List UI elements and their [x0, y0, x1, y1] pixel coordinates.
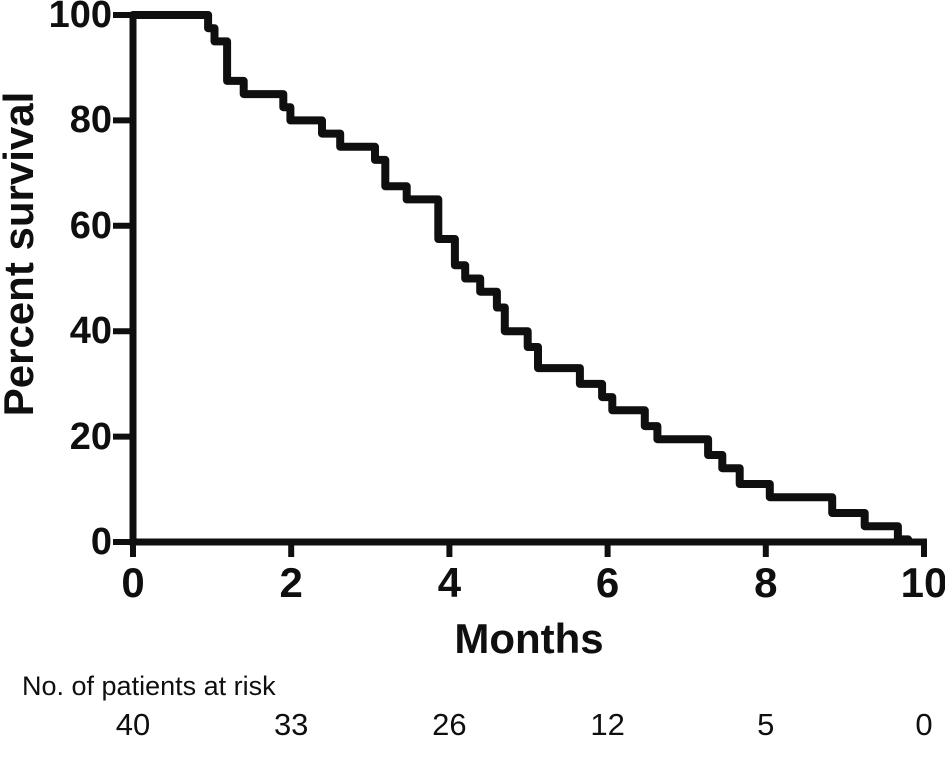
y-tick-label-40: 40 [69, 310, 112, 353]
y-tick-label-0: 0 [90, 521, 112, 563]
at-risk-table-title: No. of patients at risk [22, 671, 276, 701]
y-tick-label-100: 100 [48, 0, 112, 36]
y-tick-label-80: 80 [69, 99, 112, 142]
y-tick-label-60: 60 [69, 204, 112, 247]
at-risk-count-month-2: 33 [273, 707, 309, 742]
x-tick-label-0: 0 [121, 559, 145, 606]
kaplan-meier-step-curve [129, 11, 913, 544]
y-tick-label-20: 20 [69, 415, 112, 458]
x-axis-title: Months [454, 615, 604, 662]
y-axis-ticks [113, 12, 131, 545]
at-risk-count-month-6: 12 [590, 707, 625, 742]
x-tick-label-2: 2 [279, 559, 303, 606]
at-risk-count-month-0: 40 [115, 707, 151, 742]
x-tick-label-8: 8 [754, 559, 778, 606]
at-risk-count-month-4: 26 [432, 707, 467, 742]
at-risk-count-month-10: 0 [915, 707, 933, 742]
x-tick-label-10: 10 [900, 559, 945, 606]
x-tick-label-6: 6 [595, 559, 620, 606]
x-axis-ticks [130, 544, 927, 557]
at-risk-count-month-8: 5 [757, 707, 775, 742]
x-tick-label-4: 4 [437, 559, 462, 606]
